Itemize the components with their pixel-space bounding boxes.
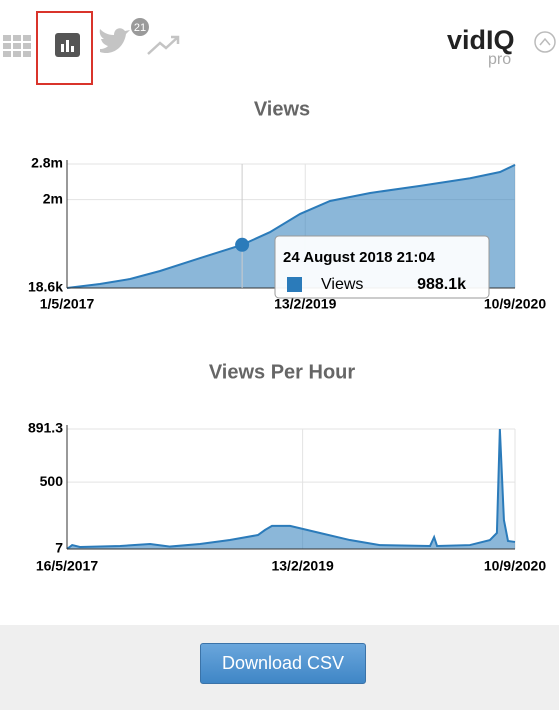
trend-icon[interactable] xyxy=(147,35,180,55)
line xyxy=(66,163,516,289)
selected-outline xyxy=(36,11,93,85)
chart-title: Views xyxy=(254,98,310,120)
collapse-button[interactable] xyxy=(534,31,556,53)
hover-point xyxy=(235,237,250,252)
chevron xyxy=(539,37,551,46)
x-tick-label: 16/5/2017 xyxy=(36,558,98,574)
line xyxy=(66,428,516,550)
x-tick-label: 13/2/2019 xyxy=(274,296,336,312)
tooltip: 24 August 2018 21:04 Views 988.1k xyxy=(274,235,490,299)
tooltip-swatch xyxy=(287,277,302,292)
y-tick-label: 2m xyxy=(43,190,63,206)
x-tick-label: 10/9/2020 xyxy=(484,558,546,574)
chart-icon[interactable] xyxy=(55,33,80,57)
tooltip-title: 24 August 2018 21:04 xyxy=(283,249,436,266)
x-tick-label: 10/9/2020 xyxy=(484,296,546,312)
y-tick-label: 500 xyxy=(40,473,64,489)
badge xyxy=(131,18,149,36)
x-tick-label: 13/2/2019 xyxy=(271,558,333,574)
download-csv-button[interactable]: Download CSV xyxy=(200,643,366,684)
area xyxy=(67,429,515,549)
grid-icon[interactable] xyxy=(3,35,31,57)
chart-title: Views Per Hour xyxy=(209,361,356,383)
logo-sub: pro xyxy=(488,51,511,68)
x-tick-label: 1/5/2017 xyxy=(40,296,95,312)
logo: vidIQ xyxy=(447,25,515,55)
y-tick-label: 891.3 xyxy=(28,420,63,436)
y-tick-label: 7 xyxy=(55,540,63,556)
tooltip-series: Views xyxy=(321,276,363,293)
twitter-icon[interactable] xyxy=(99,28,130,54)
footer: Download CSV xyxy=(0,625,559,710)
y-tick-label: 2.8m xyxy=(31,155,63,171)
badge-count: 21 xyxy=(134,22,146,34)
tooltip-box xyxy=(274,235,490,299)
tooltip-value: 988.1k xyxy=(417,276,466,293)
stats-panel: 21 vidIQ pro Views 18.6k 2m 2.8m 1/5/2017 13/… xyxy=(3,11,556,574)
y-tick-label: 18.6k xyxy=(28,279,63,295)
